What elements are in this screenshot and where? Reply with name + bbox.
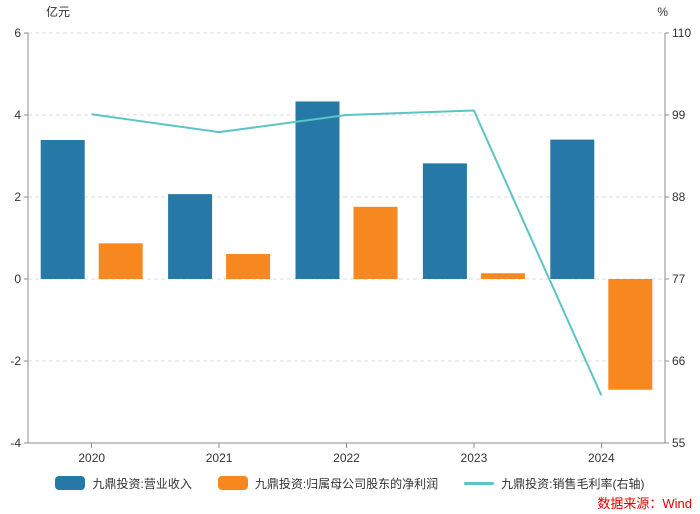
right-axis-tick-label: 110 (672, 26, 691, 40)
left-axis-tick-label: 6 (14, 26, 21, 40)
right-axis-tick-label: 55 (672, 436, 686, 450)
bar (550, 139, 595, 279)
legend-item-gross-margin: 九鼎投资:销售毛利率(右轴) (464, 475, 645, 492)
revenue-bar-swatch-icon (55, 476, 86, 490)
right-axis-tick-label: 77 (672, 272, 686, 286)
right-axis-tick-label: 66 (672, 354, 686, 368)
data-source-note: 数据来源：Wind (597, 496, 692, 511)
x-axis-tick-label: 2021 (206, 451, 233, 465)
bar (608, 279, 653, 390)
legend: 九鼎投资:营业收入 九鼎投资:归属母公司股东的净利润 九鼎投资:销售毛利率(右轴… (0, 473, 700, 493)
left-axis-tick-label: 0 (14, 272, 21, 286)
legend-item-net-profit: 九鼎投资:归属母公司股东的净利润 (217, 475, 439, 492)
net-profit-bar-swatch-icon (217, 476, 248, 490)
bar (480, 273, 525, 279)
bar (353, 206, 398, 279)
bar (295, 101, 340, 279)
x-axis-tick-label: 2024 (588, 451, 615, 465)
legend-item-revenue: 九鼎投资:营业收入 (55, 475, 192, 492)
gross-margin-line-swatch-icon (464, 481, 495, 485)
right-axis-title: % (657, 5, 668, 19)
x-axis-tick-label: 2022 (333, 451, 360, 465)
x-axis-tick-label: 2020 (78, 451, 105, 465)
legend-label-revenue: 九鼎投资:营业收入 (92, 476, 192, 491)
left-axis-tick-label: 4 (14, 108, 21, 122)
bar (226, 253, 271, 279)
x-axis-tick-label: 2023 (461, 451, 488, 465)
bar (40, 140, 85, 279)
bar (98, 243, 143, 279)
left-axis-tick-label: 2 (14, 190, 21, 204)
left-axis-tick-label: -2 (10, 354, 21, 368)
bar (168, 194, 213, 279)
right-axis-tick-label: 88 (672, 190, 686, 204)
legend-label-net-profit: 九鼎投资:归属母公司股东的净利润 (254, 476, 439, 491)
legend-label-gross-margin: 九鼎投资:销售毛利率(右轴) (501, 476, 645, 491)
left-axis-title: 亿元 (46, 5, 71, 19)
line-series (91, 109, 603, 396)
right-axis-tick-label: 99 (672, 108, 686, 122)
bar (422, 163, 467, 279)
left-axis-tick-label: -4 (10, 436, 21, 450)
